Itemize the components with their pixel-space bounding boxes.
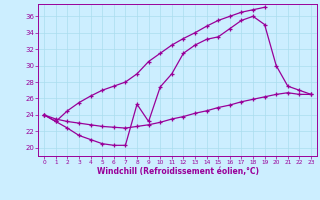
X-axis label: Windchill (Refroidissement éolien,°C): Windchill (Refroidissement éolien,°C) (97, 167, 259, 176)
